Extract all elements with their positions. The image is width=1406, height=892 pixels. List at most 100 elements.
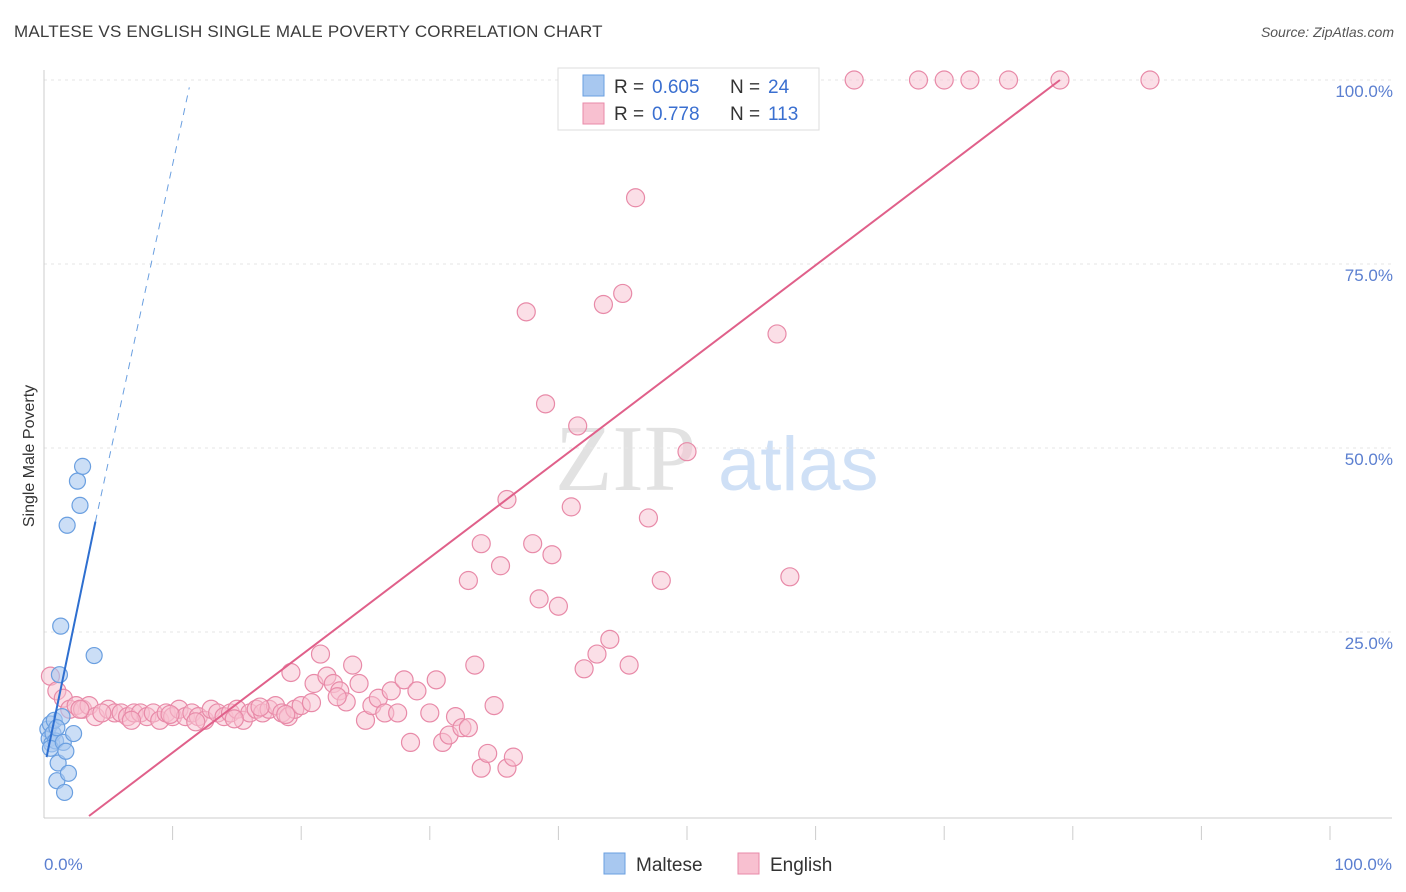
maltese-point [71,496,89,515]
english-point [478,743,498,764]
axes [43,70,1392,819]
x-tick-label-max: 100.0% [1334,855,1392,874]
english-point [516,302,536,322]
legend-english-swatch [737,852,760,875]
english-swatch [582,102,605,125]
english-point [523,534,543,554]
english-point [310,644,331,664]
maltese-point [58,516,76,534]
english-point [121,710,142,730]
english-point [301,693,322,713]
english-point [160,704,180,725]
maltese-r-label: R = [614,77,644,98]
legend-maltese-label: Maltese [636,855,703,876]
english-point [574,659,594,679]
english-point [276,704,296,725]
english-point [327,687,347,707]
english-point [998,70,1019,90]
english-point [600,629,620,649]
english-point [400,732,421,753]
y-tick-label-100: 100.0% [1335,82,1393,101]
english-n-value: 113 [768,104,798,125]
english-n-label: N = [730,104,760,125]
maltese-point [52,617,70,635]
english-point [381,681,401,701]
english-point [70,699,90,719]
english-point [426,670,446,690]
maltese-trend-line [45,521,97,758]
english-point [568,416,588,436]
english-point [613,283,633,304]
bottom-legend: Maltese English [603,852,832,876]
english-point [1140,70,1160,90]
english-point [651,570,671,591]
watermark-atlas: atlas [718,422,879,507]
english-point [535,394,556,414]
y-tick-label-50: 50.0% [1345,450,1393,469]
maltese-point [57,742,75,760]
english-point [780,567,800,587]
english-point [490,556,511,576]
maltese-point [64,724,83,743]
english-point [561,497,581,517]
english-point [484,695,504,716]
english-point [186,712,206,732]
legend-english-label: English [770,855,832,876]
english-point [503,747,523,767]
maltese-point [55,783,74,802]
english-point [587,644,607,664]
maltese-n-value: 24 [768,77,790,98]
maltese-point [85,646,103,665]
english-point [767,324,787,344]
english-point [465,655,485,675]
maltese-n-label: N = [730,77,760,98]
english-point [471,534,491,554]
english-point [677,442,697,462]
english-point [529,589,549,609]
english-point [394,670,414,690]
english-r-label: R = [614,104,644,125]
maltese-point [68,472,87,490]
english-point [960,70,980,90]
grid-lines [44,79,1392,633]
english-point [619,655,639,675]
english-trend-line [88,79,1061,817]
english-point [458,718,478,738]
english-point [844,70,864,90]
source-label: Source: ZipAtlas.com [1260,24,1394,40]
maltese-r-value: 0.605 [652,77,700,98]
stats-legend: R = 0.605 N = 24 R = 0.778 N = 113 [557,67,820,131]
maltese-point [73,457,92,475]
english-point [224,709,244,729]
y-axis-label: Single Male Poverty [21,385,38,527]
maltese-swatch [582,74,605,97]
english-point [250,697,270,717]
x-tick-label-min: 0.0% [44,855,83,874]
legend-maltese-swatch [603,852,626,875]
english-point [458,570,478,591]
chart-title: MALTESE VS ENGLISH SINGLE MALE POVERTY C… [14,22,603,41]
english-point [593,294,614,315]
english-point [625,188,646,208]
english-point [934,70,954,90]
english-point [548,596,569,616]
english-point [420,703,440,723]
x-axis-ticks [172,826,1331,840]
y-tick-label-25: 25.0% [1345,634,1393,653]
english-point [638,508,659,528]
english-point [349,673,369,694]
trend-lines [45,79,1061,817]
maltese-trend-extension [94,87,190,522]
english-point [407,681,427,701]
maltese-point [59,764,78,782]
english-point [908,70,929,90]
english-point [92,703,112,723]
english-point [343,655,363,675]
y-tick-label-75: 75.0% [1345,266,1393,285]
english-point [281,662,301,683]
english-point [388,703,408,723]
english-point [542,545,562,565]
y-tick-labels: 25.0% 50.0% 75.0% 100.0% [1335,82,1393,653]
english-r-value: 0.778 [652,104,700,125]
